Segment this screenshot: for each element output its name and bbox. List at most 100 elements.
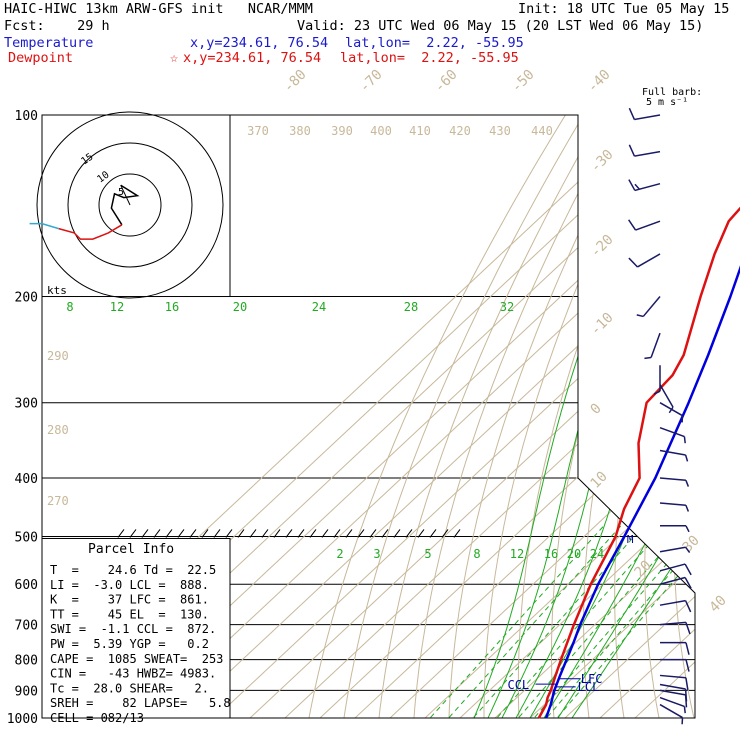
- wind-barb: [659, 477, 690, 487]
- isotherm-line: [249, 115, 695, 718]
- moist-adiabat: [538, 296, 695, 718]
- mixing-ratio-line: [485, 525, 666, 718]
- ccl-label: CCL: [507, 678, 529, 692]
- hodograph-trace: [58, 224, 123, 240]
- moist-adiabat: [495, 296, 668, 718]
- valid-time: Valid: 23 UTC Wed 06 May 15 (20 LST Wed …: [297, 18, 704, 34]
- wind-barb: [659, 576, 692, 589]
- parcel-info-row: LI = -3.0 LCL = 888.: [50, 578, 209, 592]
- hodograph-ring: [98, 173, 162, 237]
- wind-barb: [659, 402, 684, 423]
- theta-label: 380: [289, 124, 311, 138]
- hatch-mark: [129, 529, 137, 538]
- mixing-ratio-label: 5: [424, 547, 431, 561]
- hatch-mark: [309, 529, 317, 538]
- dry-adiabat: [306, 115, 566, 718]
- hatch-mark: [417, 529, 425, 538]
- barb-legend-title: Full barb:: [642, 87, 702, 98]
- parcel-info-row: PW = 5.39 YGP = 0.2: [50, 637, 209, 651]
- wind-barb: [636, 296, 661, 318]
- parcel-info-row: Tc = 28.0 SHEAR= 2.: [50, 681, 209, 695]
- dry-adiabat: [377, 115, 603, 718]
- isotherm-label: -60: [432, 67, 461, 96]
- isotherm-line: [494, 115, 695, 718]
- hodograph-units: kts: [47, 284, 67, 297]
- lfc-label: LFC: [581, 672, 603, 686]
- wind-barb: [628, 179, 661, 192]
- theta-label: 290: [47, 349, 69, 363]
- mixing-ratio-line: [461, 525, 644, 718]
- hatch-mark: [225, 529, 233, 538]
- parcel-info-row: SWI = -1.1 CCL = 872.: [50, 622, 216, 636]
- wind-barb: [659, 674, 689, 691]
- hatch-mark: [393, 529, 401, 538]
- theta-label: 430: [489, 124, 511, 138]
- wind-barb: [660, 658, 690, 672]
- parcel-info-row: T = 24.6 Td = 22.5: [50, 563, 216, 577]
- mixing-ratio-line: [418, 525, 605, 718]
- mixing-ratio-label: 20: [567, 547, 581, 561]
- moist-adiabat-label: 24: [312, 300, 326, 314]
- hatch-mark: [321, 529, 329, 538]
- temperature-legend: Temperature: [4, 35, 94, 51]
- hatch-mark: [345, 529, 353, 538]
- moist-adiabat: [552, 296, 695, 718]
- hatch-mark: [189, 529, 197, 538]
- wind-barb: [659, 563, 692, 576]
- pressure-tick-label: 800: [15, 654, 38, 669]
- wind-barb: [659, 696, 686, 714]
- theta-label: 390: [331, 124, 353, 138]
- isotherm-line: [424, 115, 695, 718]
- temperature-xy: x,y=234.61, 76.54: [190, 35, 329, 51]
- moist-adiabat-label: 28: [404, 300, 418, 314]
- moist-adiabat: [466, 296, 619, 718]
- hodograph-trace: [110, 184, 140, 226]
- isotherm-label: 0: [588, 401, 605, 418]
- hatch-mark: [453, 529, 461, 538]
- pressure-tick-label: 1000: [7, 712, 38, 727]
- hatch-mark: [153, 529, 161, 538]
- hatch-mark: [429, 529, 437, 538]
- pressure-tick-label: 700: [15, 619, 38, 634]
- moist-adiabat-label: 20: [233, 300, 247, 314]
- parcel-info-row: TT = 45 EL = 130.: [50, 607, 209, 621]
- mixing-ratio-label: 16: [544, 547, 558, 561]
- forecast-hour: Fcst: 29 h: [4, 18, 110, 34]
- theta-label: 410: [409, 124, 431, 138]
- melting-level-label: M: [627, 533, 634, 546]
- dry-adiabat: [673, 115, 695, 718]
- dry-adiabat: [483, 115, 657, 718]
- moist-adiabat: [451, 296, 600, 718]
- parcel-info-title: Parcel Info: [88, 542, 174, 557]
- isotherm-line: [179, 115, 695, 718]
- hatch-mark: [201, 529, 209, 538]
- dry-adiabat: [341, 115, 584, 718]
- parcel-info-row: K = 37 LFC = 861.: [50, 593, 209, 607]
- isotherm-line: [214, 115, 695, 718]
- init-time: Init: 18 UTC Tue 05 May 15: [518, 1, 730, 17]
- mixing-ratio-line: [506, 525, 686, 718]
- wind-barb: [659, 621, 691, 635]
- lcl-label: LCL: [578, 680, 600, 694]
- pressure-tick-label: 500: [15, 530, 38, 545]
- parcel-info-row: CAPE = 1085 SWEAT= 253: [50, 652, 223, 666]
- hatch-mark: [357, 529, 365, 538]
- star-icon: ☆: [170, 50, 179, 66]
- wind-barb: [660, 525, 690, 533]
- hatch-mark: [285, 529, 293, 538]
- wind-barb: [628, 253, 661, 268]
- dry-adiabat: [614, 115, 695, 718]
- isotherm-label: 10: [588, 469, 611, 492]
- dewpoint-profile: [537, 206, 740, 719]
- isotherm-line: [529, 115, 695, 718]
- pressure-tick-label: 300: [15, 397, 38, 412]
- mixing-ratio-line: [436, 525, 622, 718]
- hodograph-storm-vector: [120, 184, 131, 206]
- isotherm-line: [564, 115, 695, 718]
- isotherm-line: [284, 115, 695, 718]
- hatch-mark: [249, 529, 257, 538]
- pressure-tick-label: 400: [15, 472, 38, 487]
- pressure-tick-label: 100: [15, 109, 38, 124]
